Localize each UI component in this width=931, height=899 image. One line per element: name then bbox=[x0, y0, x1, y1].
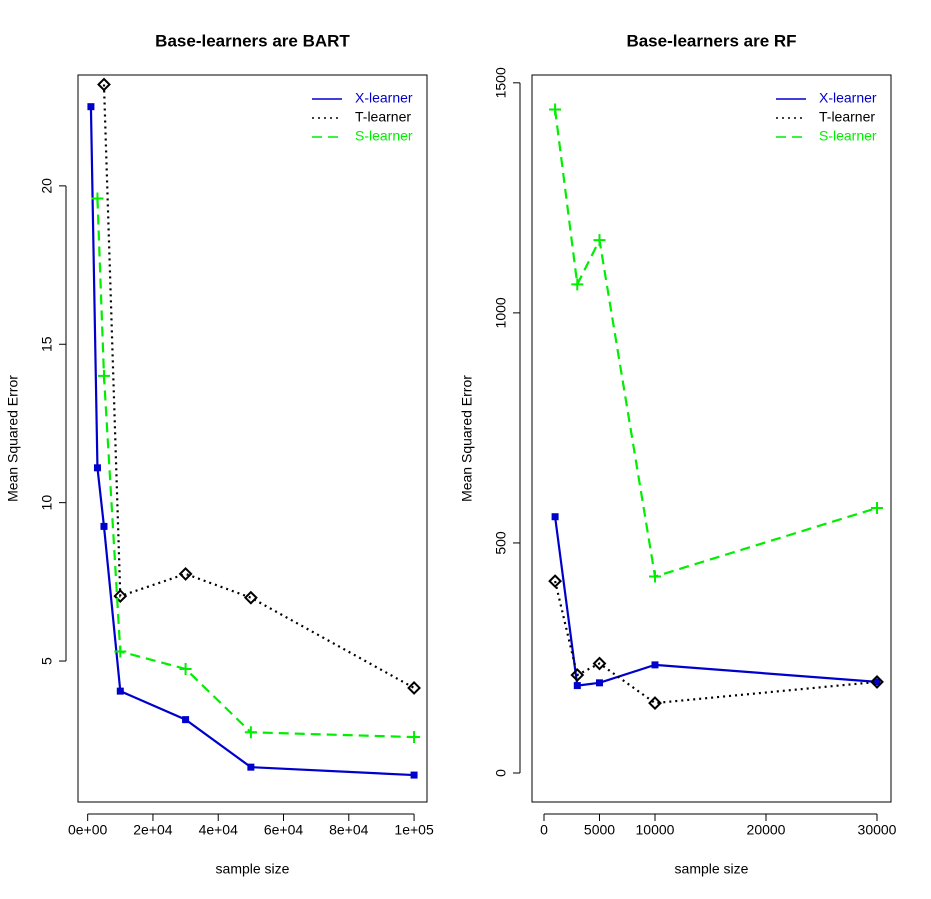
marker bbox=[551, 513, 559, 521]
marker bbox=[97, 77, 111, 92]
marker bbox=[549, 103, 562, 116]
marker bbox=[595, 679, 603, 687]
plot-area bbox=[87, 77, 421, 779]
x-tick-label: 1e+05 bbox=[394, 822, 434, 838]
y-tick-label: 1000 bbox=[493, 297, 509, 328]
x-axis-label: sample size bbox=[675, 861, 749, 877]
y-tick-label: 1500 bbox=[493, 67, 509, 98]
x-tick-label: 10000 bbox=[636, 822, 675, 838]
marker bbox=[648, 696, 662, 710]
marker bbox=[116, 687, 124, 695]
x-tick-label: 5000 bbox=[584, 822, 615, 838]
panel: Base-learners are RF sample size Mean Squa… bbox=[459, 31, 897, 876]
marker bbox=[648, 570, 661, 583]
x-axis-label: sample size bbox=[216, 861, 290, 877]
marker bbox=[178, 567, 193, 581]
plot-area bbox=[548, 103, 884, 710]
marker bbox=[408, 731, 421, 744]
y-axis-label: Mean Squared Error bbox=[459, 375, 475, 502]
marker bbox=[113, 589, 128, 604]
legend-label: X-learner bbox=[355, 90, 413, 106]
marker bbox=[871, 501, 884, 514]
marker bbox=[182, 716, 190, 724]
marker bbox=[97, 369, 110, 382]
x-tick-label: 30000 bbox=[858, 822, 897, 838]
series-line bbox=[89, 106, 415, 777]
y-tick-label: 5 bbox=[39, 657, 55, 665]
marker bbox=[573, 682, 581, 690]
marker bbox=[593, 234, 606, 247]
chart-title: Base-learners are BART bbox=[155, 31, 350, 50]
y-axis-label: Mean Squared Error bbox=[5, 375, 21, 502]
marker bbox=[100, 522, 108, 530]
marker bbox=[114, 645, 127, 658]
series-line bbox=[553, 109, 878, 578]
series-line bbox=[553, 516, 878, 687]
legend-label: S-learner bbox=[355, 128, 413, 144]
y-tick-label: 500 bbox=[493, 531, 509, 555]
legend-label: T-learner bbox=[819, 109, 875, 125]
marker bbox=[179, 662, 192, 675]
marker bbox=[87, 103, 95, 111]
marker bbox=[651, 661, 659, 669]
marker bbox=[243, 590, 258, 605]
series-line bbox=[96, 198, 415, 739]
x-tick-label: 0 bbox=[540, 822, 548, 838]
marker bbox=[873, 678, 881, 686]
marker bbox=[244, 726, 257, 739]
x-tick-label: 2e+04 bbox=[133, 822, 173, 838]
marker bbox=[407, 681, 421, 695]
legend-label: S-learner bbox=[819, 128, 877, 144]
x-tick-label: 20000 bbox=[747, 822, 786, 838]
x-tick-label: 0e+00 bbox=[68, 822, 108, 838]
marker bbox=[247, 763, 255, 771]
marker bbox=[410, 771, 418, 779]
x-tick-label: 6e+04 bbox=[264, 822, 304, 838]
marker bbox=[592, 656, 607, 671]
y-tick-label: 15 bbox=[39, 336, 55, 352]
y-tick-label: 10 bbox=[39, 495, 55, 511]
marker bbox=[93, 464, 101, 472]
y-tick-label: 20 bbox=[39, 178, 55, 194]
plot-box bbox=[77, 74, 428, 803]
marker bbox=[570, 668, 585, 682]
legend-label: T-learner bbox=[355, 109, 411, 125]
chart-title: Base-learners are RF bbox=[626, 31, 796, 50]
series-line bbox=[102, 84, 415, 689]
x-tick-label: 4e+04 bbox=[199, 822, 239, 838]
series-line bbox=[554, 580, 878, 705]
marker bbox=[870, 674, 884, 689]
marker bbox=[548, 574, 563, 589]
y-tick-label: 0 bbox=[493, 769, 509, 777]
legend-label: X-learner bbox=[819, 90, 877, 106]
marker bbox=[571, 278, 584, 291]
x-tick-label: 8e+04 bbox=[329, 822, 369, 838]
panel: Base-learners are BART sample size Mean Sq… bbox=[5, 31, 434, 876]
marker bbox=[91, 192, 104, 205]
plot-box bbox=[531, 74, 892, 803]
